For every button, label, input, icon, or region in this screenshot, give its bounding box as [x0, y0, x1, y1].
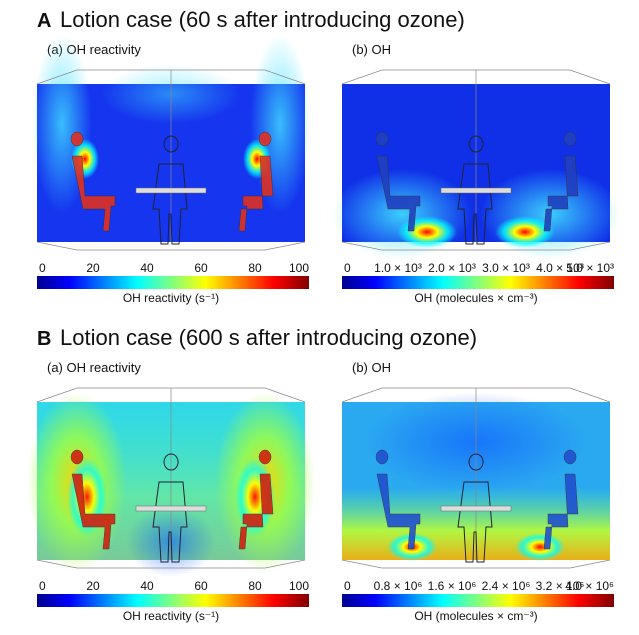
- seated-person: [238, 131, 274, 232]
- subplot: (b) OH 0 0.8 × 10⁶ 1.6 × 10⁶ 2.4 × 10⁶ 3.2 × …: [341, 360, 614, 623]
- colorbar-tick-label: 5.0 × 10³: [566, 261, 614, 275]
- colorbar-tick-label: 60: [194, 579, 208, 593]
- colorbar: [37, 276, 309, 289]
- colorbar-tick-label: 1.6 × 10⁶: [428, 579, 477, 593]
- colorbar-tick-label: 0: [39, 261, 46, 275]
- field-blob: [250, 34, 310, 214]
- panel-label: B: [37, 328, 51, 350]
- seated-person: [375, 131, 421, 232]
- colorbar-label: OH reactivity (s⁻¹): [123, 291, 219, 305]
- seated-person: [543, 449, 579, 550]
- field-blob: [397, 216, 457, 248]
- seated-person: [238, 449, 274, 550]
- colorbar: [37, 594, 309, 607]
- colorbar-tick-label: 100: [289, 261, 309, 275]
- seated-person: [543, 131, 579, 232]
- colorbar-tick-label: 3.2 × 10⁶: [536, 579, 585, 593]
- standing-person: [152, 135, 188, 245]
- colorbar: [342, 276, 614, 289]
- colorbar-tick-label: 20: [86, 261, 100, 275]
- colorbar-tick-label: 1.0 × 10³: [374, 261, 422, 275]
- colorbar-tick-label: 4.0 × 10³: [536, 261, 584, 275]
- standing-person: [152, 453, 188, 563]
- colorbar-tick-label: 2.0 × 10³: [428, 261, 476, 275]
- subplot-title: (b) OH: [352, 42, 391, 57]
- room-outline: [341, 69, 611, 251]
- field-blob: [515, 533, 565, 561]
- colorbar-tick-label: 100: [289, 579, 309, 593]
- colorbar: [342, 594, 614, 607]
- seated-person: [70, 449, 116, 550]
- seated-person: [70, 131, 116, 232]
- table: [135, 505, 207, 512]
- room-outline: [36, 387, 306, 569]
- field-blob: [332, 169, 472, 259]
- colorbar-tick-label: 80: [248, 579, 262, 593]
- colorbar-tick-label: 20: [86, 579, 100, 593]
- standing-person: [457, 453, 493, 563]
- subplot-title: (a) OH reactivity: [47, 360, 141, 375]
- panel-label: A: [37, 10, 51, 32]
- field-blob: [495, 216, 555, 248]
- subplot: (a) OH reactivity 0 20 40 60 80 100 OH reactivi…: [27, 360, 315, 623]
- colorbar-label: OH (molecules × cm⁻³): [414, 609, 537, 623]
- table: [440, 187, 512, 194]
- colorbar-tick-label: 0: [344, 579, 351, 593]
- colorbar-tick-label: 60: [194, 261, 208, 275]
- room-outline: [341, 387, 611, 569]
- table: [440, 505, 512, 512]
- colorbar-tick-label: 40: [140, 261, 154, 275]
- panel-title: Lotion case (600 s after introducing ozo…: [60, 325, 477, 350]
- subplot: (b) OH 0 1.0 × 10³ 2.0 × 10³ 3.0 × 10³ 4.0 × …: [332, 42, 620, 305]
- table: [135, 187, 207, 194]
- colorbar-tick-label: 0: [39, 579, 46, 593]
- colorbar-label: OH (molecules × cm⁻³): [414, 291, 537, 305]
- subplot-title: (b) OH: [352, 360, 391, 375]
- colorbar-tick-label: 2.4 × 10⁶: [482, 579, 531, 593]
- colorbar-tick-label: 0.8 × 10⁶: [374, 579, 423, 593]
- panel-title: Lotion case (60 s after introducing ozon…: [60, 7, 465, 32]
- colorbar-tick-label: 80: [248, 261, 262, 275]
- standing-person: [457, 135, 493, 245]
- room-outline: [36, 69, 306, 251]
- colorbar-tick-label: 4.0 × 10⁶: [565, 579, 614, 593]
- colorbar-tick-label: 3.0 × 10³: [482, 261, 530, 275]
- colorbar-tick-label: 0: [344, 261, 351, 275]
- colorbar-tick-label: 40: [140, 579, 154, 593]
- colorbar-label: OH reactivity (s⁻¹): [123, 609, 219, 623]
- seated-person: [375, 449, 421, 550]
